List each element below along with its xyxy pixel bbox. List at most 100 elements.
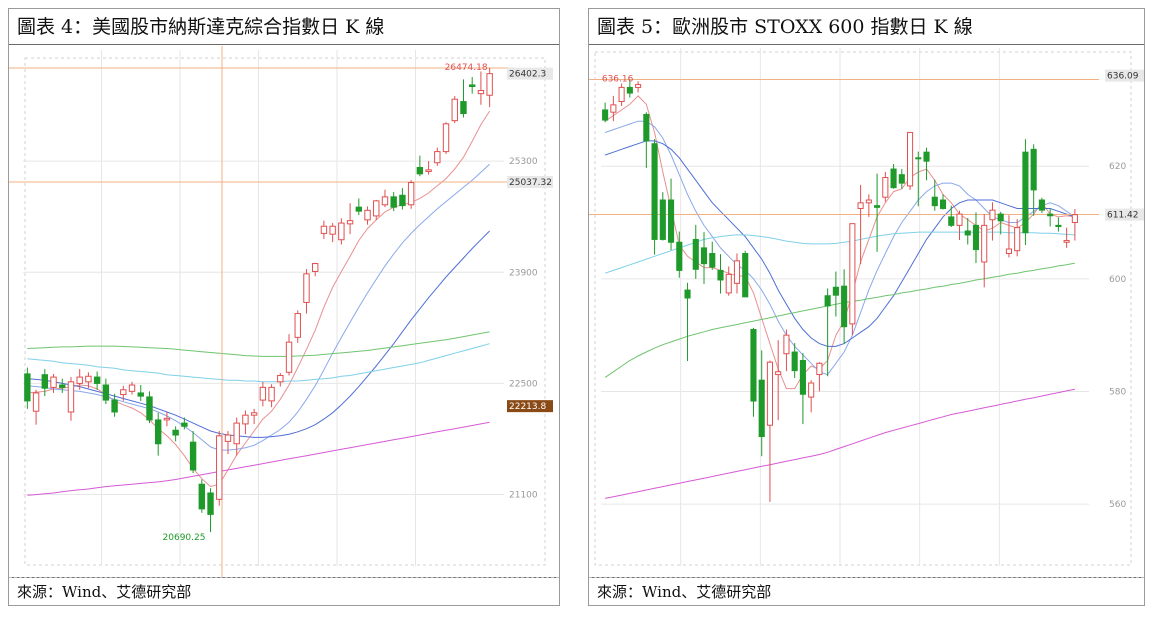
candle-body [667, 199, 675, 243]
candle-body [618, 86, 625, 102]
candle-body [85, 375, 92, 383]
source-note: 來源：Wind、艾德研究部 [589, 577, 1144, 605]
candle-body [898, 174, 905, 184]
candle-body [434, 151, 441, 164]
candle-body [277, 374, 284, 383]
candle-body [808, 382, 815, 398]
nasdaq-chart-panel: 圖表 4：美國股市納斯達克綜合指數日 K 線 25300 23900 22500 21… [8, 8, 560, 606]
candle-body [451, 98, 458, 122]
candle-body [338, 222, 345, 241]
price-tag [507, 67, 553, 80]
candle-body [684, 289, 691, 299]
candle-body [602, 109, 609, 121]
candle-body [791, 351, 798, 372]
candle-body [93, 376, 101, 384]
candle-body [931, 196, 938, 207]
candle-body [750, 329, 757, 402]
candle-body [725, 273, 732, 294]
low-annotation: 20690.25 [163, 533, 206, 543]
ma-line-ma250 [27, 421, 490, 496]
y-tick-label: 25300 [509, 157, 538, 167]
candle-body [102, 384, 110, 401]
price-tag [1105, 208, 1144, 221]
candle-body [320, 225, 328, 234]
y-tick-label: 600 [1109, 275, 1126, 285]
candle-body [717, 269, 724, 281]
candle-body [659, 199, 666, 240]
candle-body [442, 123, 450, 153]
candle-body [416, 166, 424, 175]
candle-body [207, 492, 214, 515]
nasdaq-candlestick-chart[interactable]: 25300 23900 22500 21100 26402.3 25037.32 22213… [9, 46, 559, 577]
candle-body [390, 196, 397, 208]
candle-body [799, 359, 806, 395]
candle-body [259, 386, 267, 401]
stoxx600-chart-panel: 圖表 5：歐洲股市 STOXX 600 指數日 K 線 620 600 580 560… [588, 8, 1145, 606]
candle-body [50, 376, 57, 388]
y-tick-label: 580 [1109, 387, 1126, 397]
candle-body [120, 389, 127, 396]
candle-body [373, 200, 380, 217]
candle-body [181, 422, 188, 427]
candle-body [874, 205, 881, 208]
candle-body [32, 392, 40, 412]
nasdaq-plot-area[interactable]: 25300 23900 22500 21100 26402.3 25037.32 22213… [9, 46, 559, 578]
candle-body [816, 362, 823, 376]
candle-body [1071, 214, 1078, 224]
candle-body [285, 341, 293, 373]
candle-body [939, 199, 947, 209]
candle-body [146, 396, 153, 421]
candle-body [407, 182, 415, 206]
price-tag-label: 636.09 [1107, 72, 1139, 82]
y-tick-label: 22500 [509, 379, 538, 389]
candle-body [783, 334, 790, 355]
candle-body [964, 230, 971, 236]
candle-body [981, 224, 988, 263]
candle-body [766, 361, 774, 426]
y-tick-label: 560 [1109, 500, 1126, 510]
candle-body [1038, 199, 1045, 211]
candle-body [303, 273, 310, 303]
candle-body [923, 151, 930, 162]
candle-body [841, 285, 848, 328]
price-tag-label: 25037.32 [509, 178, 552, 188]
candle-body [233, 422, 240, 445]
price-tag-label: 26402.3 [509, 70, 546, 80]
high-annotation: 636.16 [602, 75, 634, 85]
candle-body [692, 238, 699, 270]
stoxx600-candlestick-chart[interactable]: 620 600 580 560 636.09 611.42 636.16 [589, 46, 1144, 577]
candle-body [742, 253, 749, 298]
candle-body [24, 373, 31, 402]
candle-body [381, 196, 389, 206]
candle-body [824, 295, 831, 307]
chart-title: 圖表 5：歐洲股市 STOXX 600 指數日 K 線 [589, 9, 1144, 45]
y-tick-label: 21100 [509, 491, 538, 501]
candle-body [700, 247, 708, 265]
price-tag-label: 22213.8 [509, 402, 546, 412]
candle-body [460, 101, 467, 115]
candle-body [477, 89, 485, 95]
candle-body [364, 209, 371, 221]
candle-body [972, 224, 980, 251]
stoxx600-plot-area[interactable]: 620 600 580 560 636.09 611.42 636.16 [589, 46, 1144, 578]
candle-body [882, 177, 889, 198]
candle-body [676, 241, 683, 271]
candle-body [626, 86, 633, 94]
candle-body [857, 202, 864, 209]
ma-line-ma60 [27, 343, 490, 383]
candle-body [709, 253, 716, 268]
high-annotation: 26474.18 [445, 63, 488, 73]
candle-body [76, 376, 83, 384]
candle-body [733, 260, 741, 284]
candle-body [1005, 248, 1013, 255]
candle-body [198, 483, 206, 510]
candle-body [610, 104, 617, 113]
candle-body [399, 194, 406, 207]
chart-title: 圖表 4：美國股市納斯達克綜合指數日 K 線 [9, 9, 559, 45]
candle-body [1030, 148, 1037, 191]
candle-body [128, 384, 136, 392]
candle-body [250, 412, 258, 416]
source-note: 來源：Wind、艾德研究部 [9, 577, 559, 605]
candle-body [425, 169, 432, 172]
price-tag [1105, 69, 1144, 82]
